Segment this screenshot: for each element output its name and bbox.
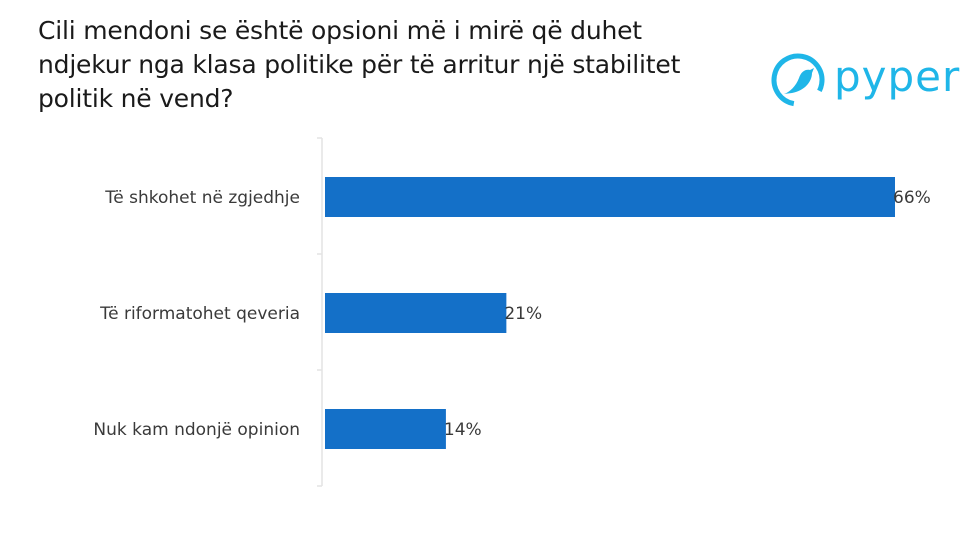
value-label: 14% bbox=[444, 420, 482, 440]
bar-0 bbox=[325, 177, 895, 217]
category-label: Të shkohet në zgjedhje bbox=[104, 188, 300, 208]
bar-2 bbox=[325, 409, 446, 449]
chart-title: Cili mendoni se është opsioni më i mirë … bbox=[38, 16, 681, 113]
category-label: Nuk kam ndonjë opinion bbox=[93, 420, 300, 440]
value-label: 21% bbox=[504, 304, 542, 324]
bird-logo-icon bbox=[771, 53, 825, 107]
category-label: Të riformatohet qeveria bbox=[99, 304, 300, 324]
logo-text: pyper bbox=[834, 52, 961, 101]
bar-1 bbox=[325, 293, 507, 333]
pyper-logo: pyper bbox=[768, 50, 960, 110]
value-label: 66% bbox=[893, 188, 931, 208]
